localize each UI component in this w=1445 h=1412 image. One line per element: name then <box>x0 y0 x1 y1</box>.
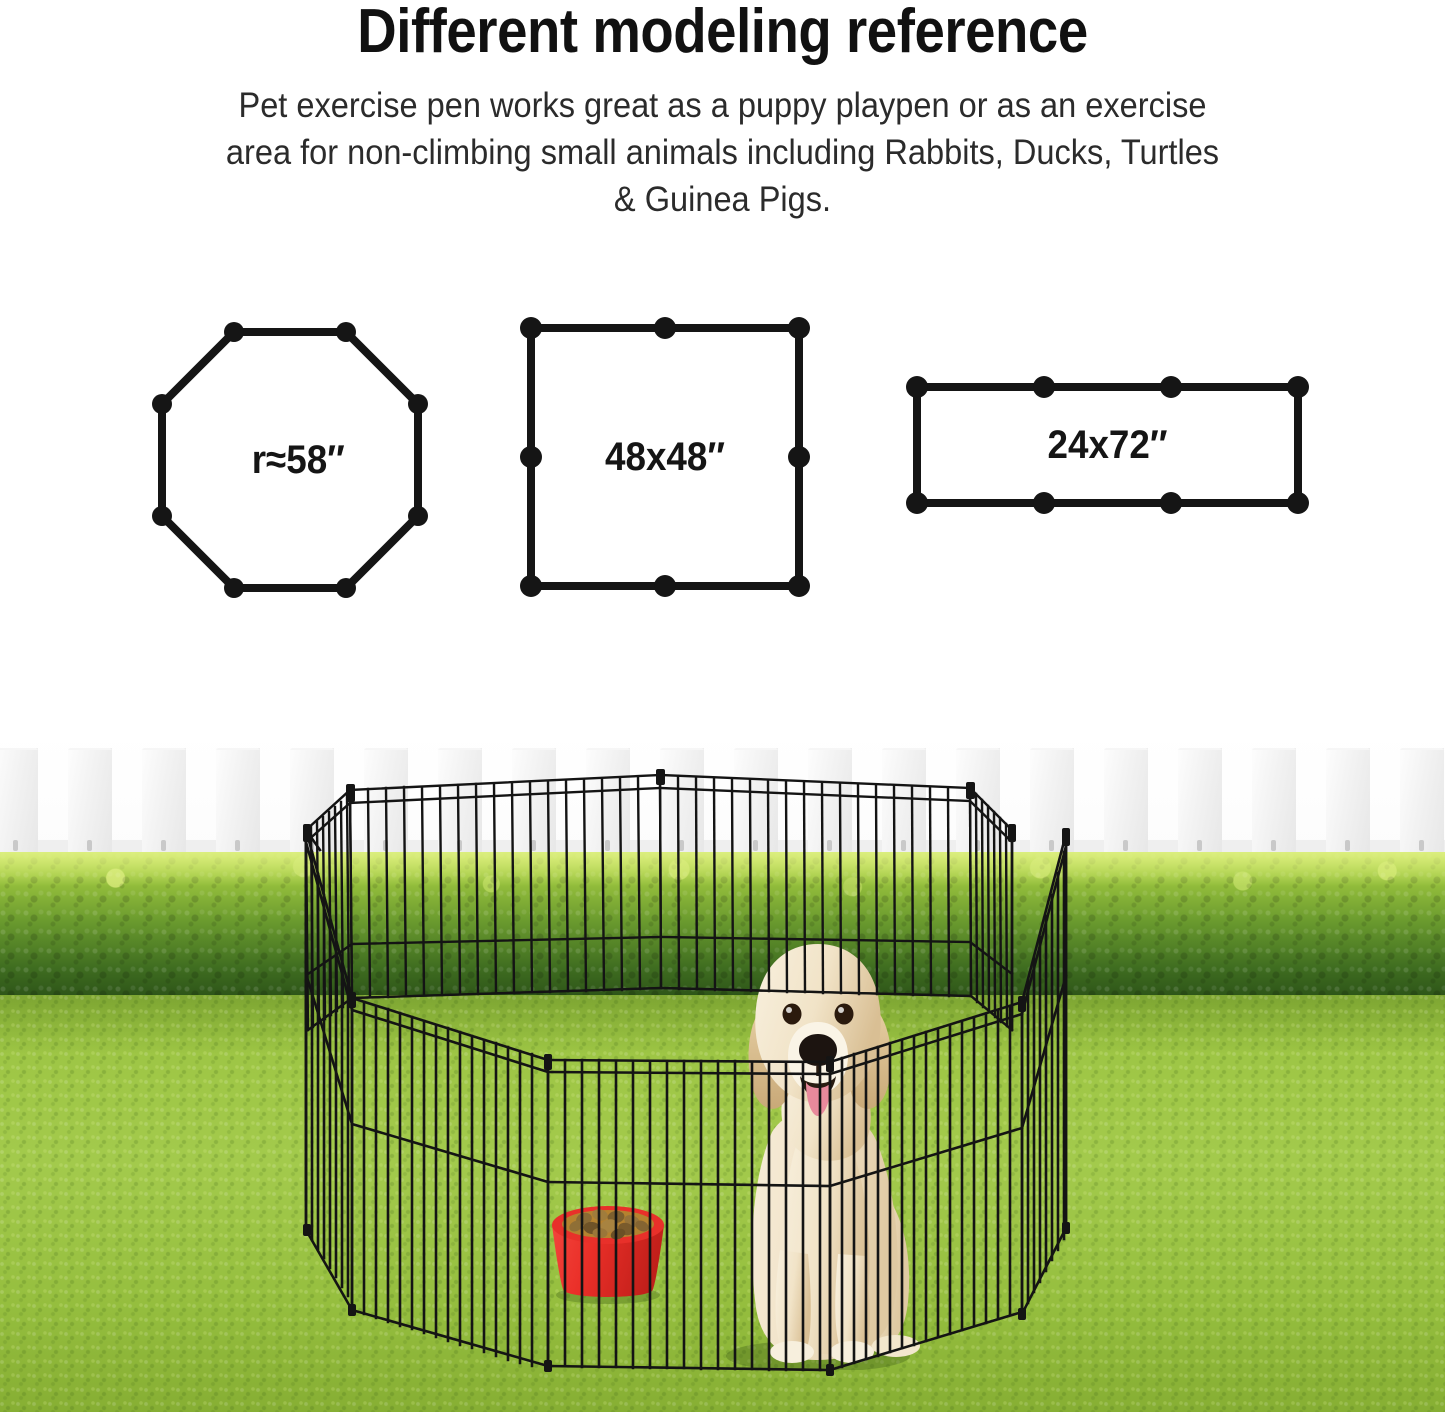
rectangle-diagram <box>900 360 1315 530</box>
octagon-label: r≈58″ <box>251 437 345 482</box>
octagon-diagram <box>130 300 450 620</box>
square-diagram <box>515 312 815 602</box>
rectangle-connector-dots <box>906 376 1309 514</box>
fence-nail <box>1049 840 1054 851</box>
pen-hinge-connectors <box>303 769 1070 1376</box>
pen-inner-bottom-rails <box>306 986 1014 1032</box>
square-label: 48x48″ <box>605 434 725 479</box>
fence-nail <box>531 840 536 851</box>
pen-panel-right-side <box>1020 832 1068 1316</box>
pen-panel-front-left <box>350 996 550 1368</box>
fence-nail <box>1271 840 1276 851</box>
page-subtitle: Pet exercise pen works great as a puppy … <box>225 86 1220 219</box>
rectangle-label: 24x72″ <box>1047 422 1168 467</box>
fence-nail <box>235 840 240 851</box>
lawn-texture <box>0 995 1445 1412</box>
fence-nail <box>975 840 980 851</box>
octagon-connector-dots <box>152 322 428 598</box>
product-photo <box>0 730 1445 1412</box>
fence-nail <box>161 840 166 851</box>
square-connector-dots <box>520 317 810 597</box>
pen-panel-rear-center-right <box>658 773 973 998</box>
page-title: Different modeling reference <box>357 0 1088 66</box>
fence-nail <box>13 840 18 851</box>
fence-nail <box>679 840 684 851</box>
fence-nail <box>605 840 610 851</box>
fence-nail <box>1345 840 1350 851</box>
header-section: Different modeling reference Pet exercis… <box>0 0 1445 240</box>
lawn-shadow <box>0 995 1445 1055</box>
lawn <box>0 995 1445 1412</box>
fence-nail <box>901 840 906 851</box>
fence-nail <box>87 840 92 851</box>
fence-nail <box>1197 840 1202 851</box>
pen-panel-front-center <box>546 1058 832 1372</box>
fence-nail <box>827 840 832 851</box>
pen-panel-right-rear-edge <box>1010 828 1068 1230</box>
fence-nail <box>1123 840 1128 851</box>
hedge <box>0 852 1445 997</box>
pen-panel-rear-right <box>968 786 1014 1032</box>
pen-panel-front-right <box>828 1000 1024 1372</box>
exercise-pen <box>0 730 1445 1412</box>
hedge-highlight <box>0 852 1445 886</box>
fence-nail <box>1419 840 1424 851</box>
fence-nail <box>753 840 758 851</box>
pen-panel-rear-center-left <box>348 773 663 1000</box>
diagram-row: r≈58″ 48x48″ <box>0 280 1445 640</box>
